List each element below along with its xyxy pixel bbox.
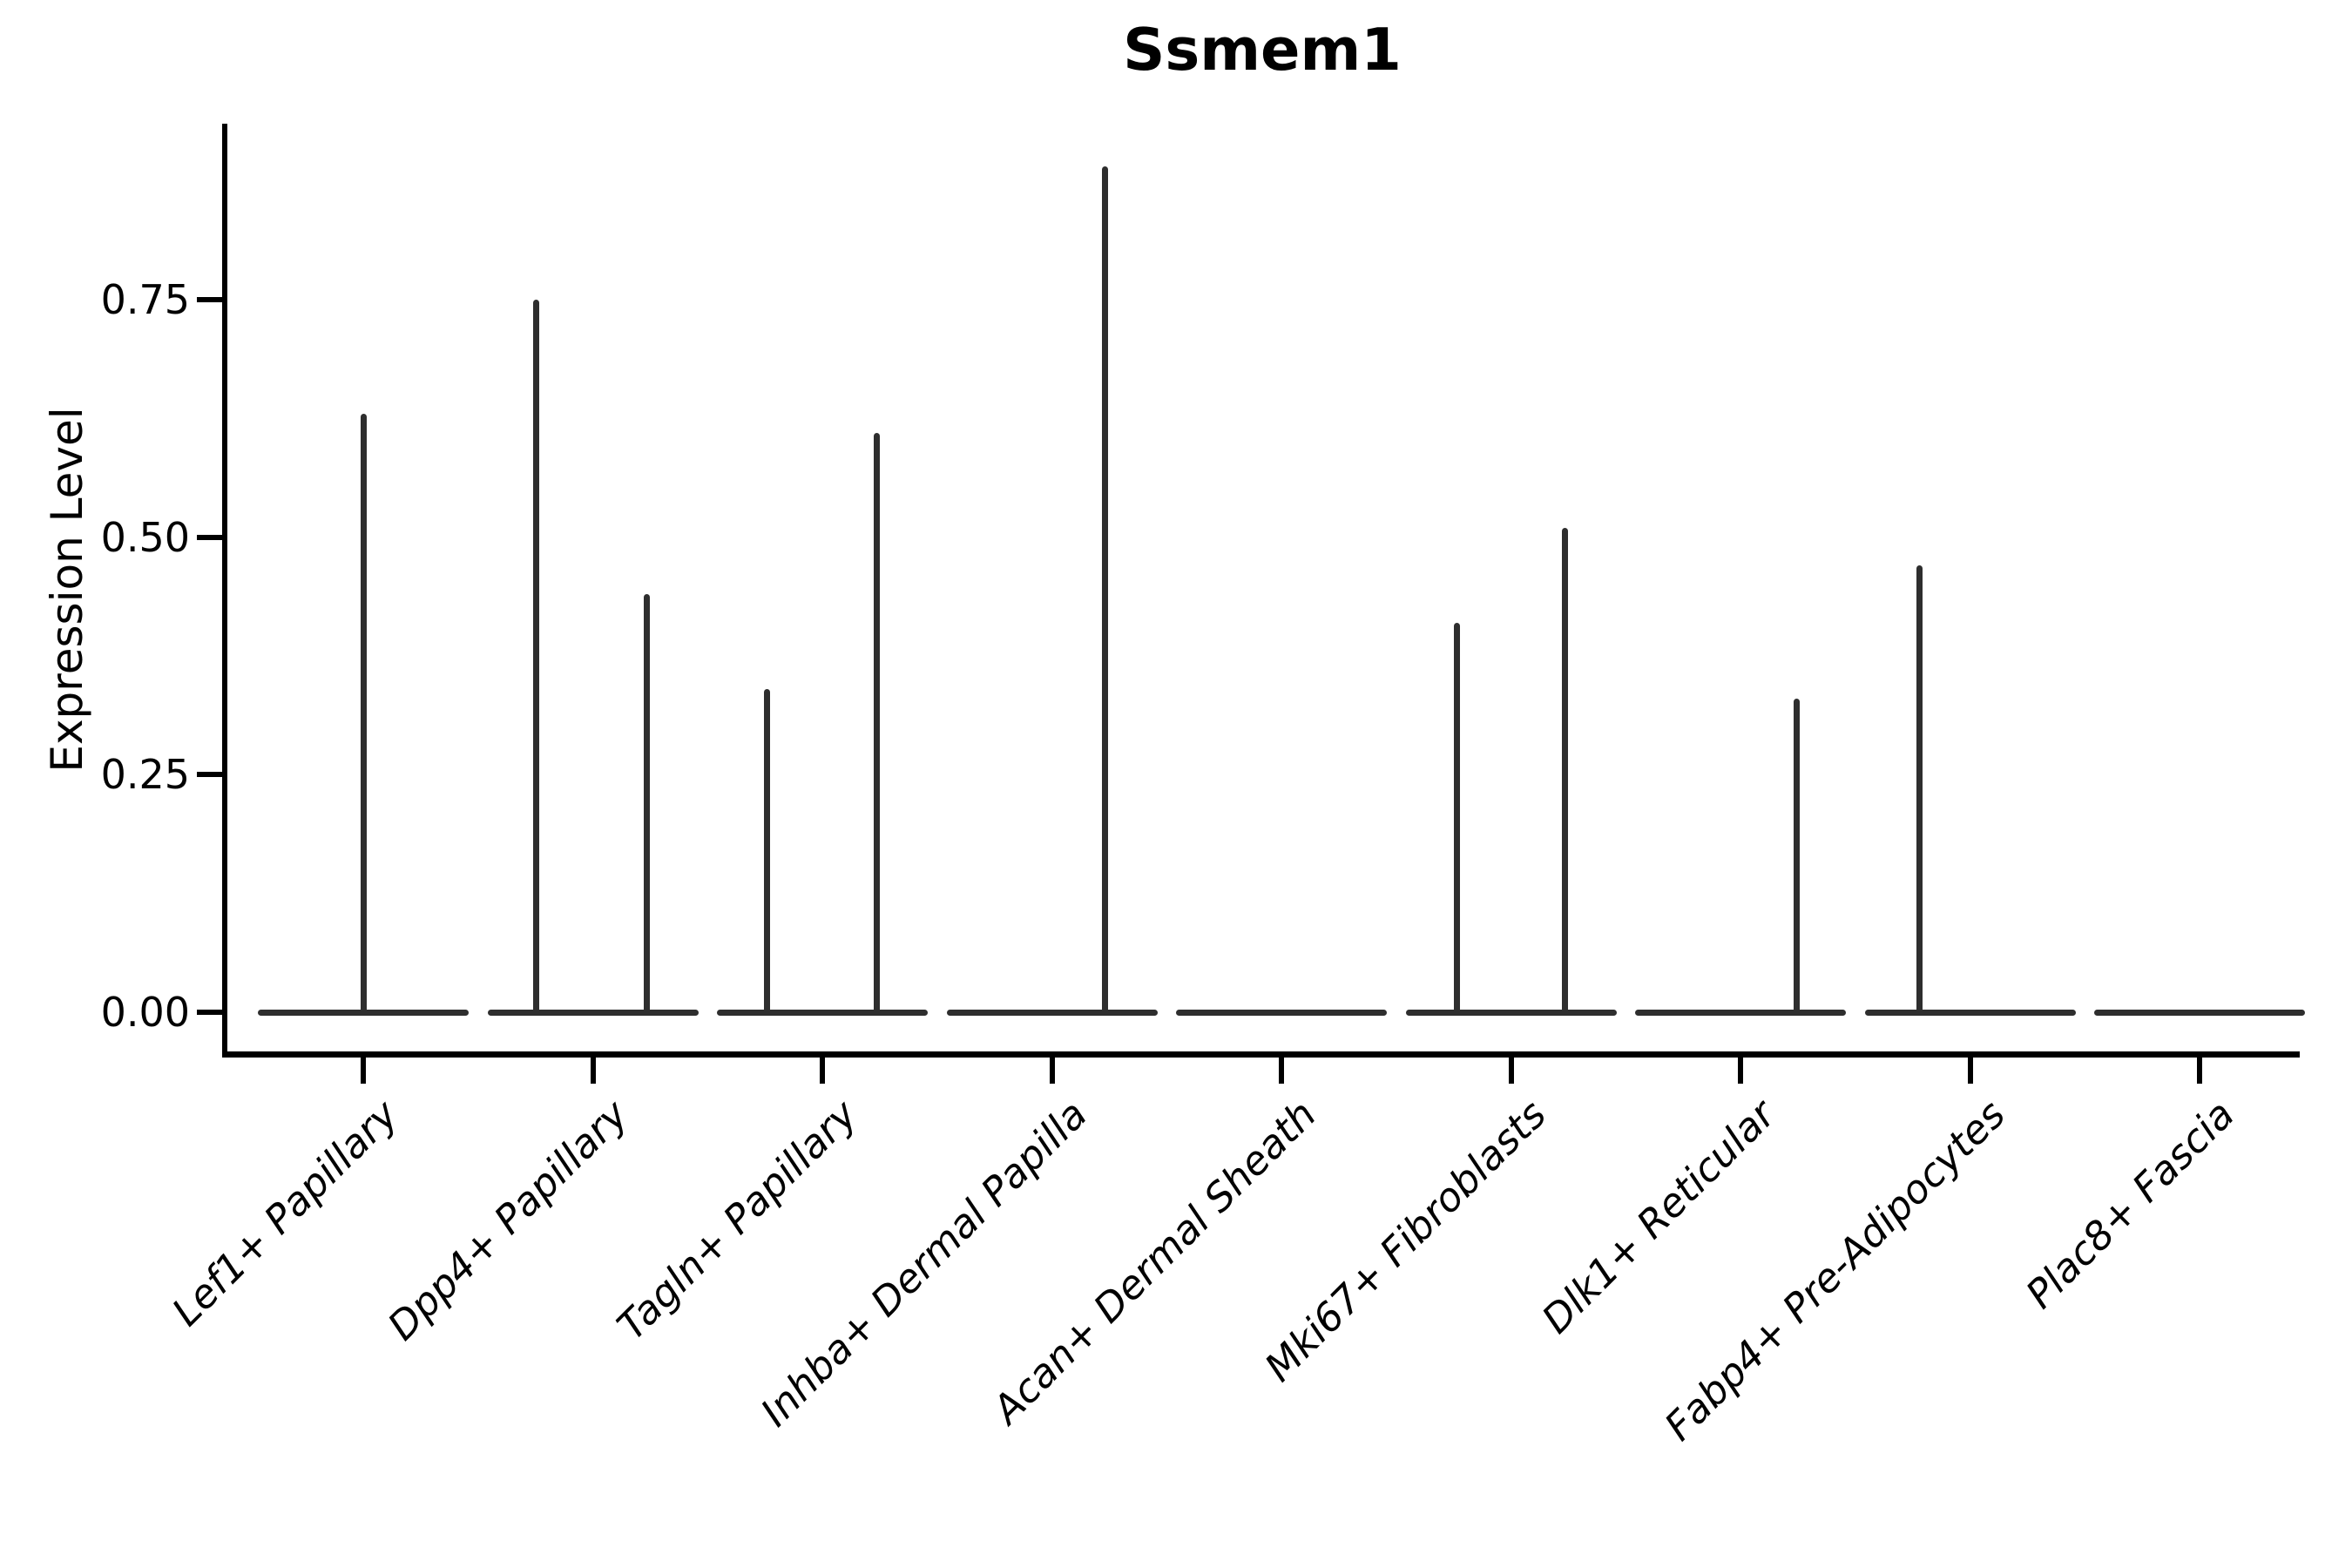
violin-baseline [1176, 1009, 1387, 1016]
y-tick [197, 296, 223, 302]
y-tick-label: 0.50 [100, 513, 190, 561]
x-tick-label: Mki67+ Fibroblasts [1255, 1091, 1555, 1391]
violin-baseline [946, 1009, 1158, 1016]
violin-spike [763, 689, 770, 1016]
x-tick-label: Dlk1+ Reticular [1532, 1091, 1785, 1342]
y-axis-label: Expression Level [42, 407, 92, 773]
x-tick-label: Fabp4+ Pre-Adipocytes [1655, 1091, 2014, 1450]
y-tick-label: 0.75 [100, 275, 190, 323]
x-tick [1279, 1058, 1284, 1084]
y-axis-spine [222, 124, 227, 1058]
violin-spike [1793, 699, 1800, 1016]
y-tick [197, 1010, 223, 1015]
y-tick [197, 772, 223, 778]
x-tick [1049, 1058, 1055, 1084]
x-tick [2197, 1058, 2202, 1084]
violin-spike [533, 299, 539, 1016]
x-tick [820, 1058, 825, 1084]
x-tick [1508, 1058, 1514, 1084]
violin-spike [644, 594, 650, 1016]
x-tick [590, 1058, 596, 1084]
y-tick-label: 0.00 [100, 989, 190, 1036]
x-tick-label: Dpp4+ Papillary [378, 1091, 637, 1349]
violin-baseline [1635, 1009, 1846, 1016]
y-tick [197, 534, 223, 540]
violin-baseline [2094, 1009, 2305, 1016]
violin-spike [1454, 622, 1460, 1016]
violin-baseline [487, 1009, 699, 1016]
violin-spike [1562, 527, 1568, 1016]
violin-spike [1916, 565, 1923, 1016]
x-tick [1738, 1058, 1743, 1084]
x-tick-label: Tagln+ Papillary [608, 1091, 867, 1349]
y-tick-label: 0.25 [100, 751, 190, 799]
x-tick-label: Lef1+ Papillary [163, 1091, 408, 1335]
x-tick-label: Acan+ Dermal Sheath [983, 1091, 1326, 1433]
violin-spike [873, 432, 880, 1016]
x-tick-label: Inhba+ Dermal Papilla [751, 1091, 1096, 1436]
x-tick [1967, 1058, 1973, 1084]
x-tick-label: Plac8+ Fascia [2017, 1091, 2244, 1318]
violin-baseline [717, 1009, 928, 1016]
x-tick [361, 1058, 366, 1084]
violin-baseline [1405, 1009, 1617, 1016]
violin-spike [1102, 166, 1108, 1016]
violin-baseline [1864, 1009, 2076, 1016]
x-axis-spine [222, 1051, 2300, 1058]
violin-spike [360, 413, 367, 1016]
chart-title: Ssmem1 [1123, 16, 1402, 84]
